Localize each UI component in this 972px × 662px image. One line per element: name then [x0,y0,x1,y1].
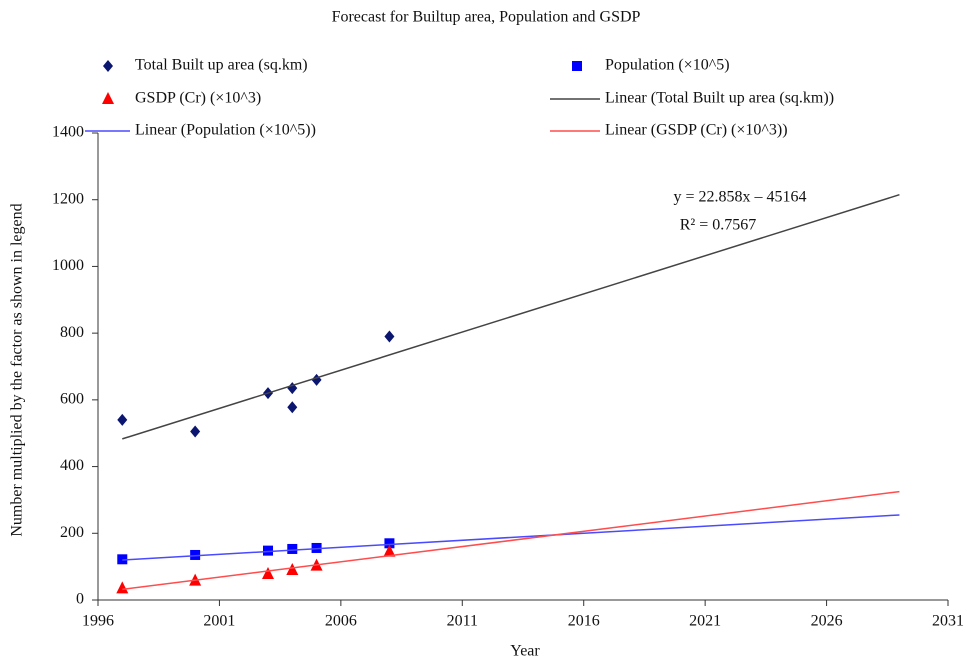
point [116,581,129,594]
point [263,545,273,556]
x-tick-label: 2026 [811,613,843,630]
y-tick-label: 600 [60,391,84,408]
point [287,543,298,554]
point [384,538,395,549]
x-tick-label: 2031 [932,613,964,630]
trend-line [122,193,900,440]
legend-swatch [103,60,113,72]
y-tick-label: 400 [60,457,84,474]
legend-label: Total Built up area (sq.km) [135,57,308,74]
x-tick-label: 2016 [568,613,600,630]
chart-title: Forecast for Builtup area, Population an… [332,9,641,26]
point [287,401,298,414]
annotation: R² = 0.7567 [680,217,757,234]
legend-label: GSDP (Cr) (×10^3) [135,90,261,107]
point [190,425,201,438]
legend-label: Population (×10^5) [605,57,730,74]
legend-swatch [102,92,114,104]
x-tick-label: 1996 [82,613,114,630]
point [262,566,274,579]
legend-label: Linear (Population (×10^5)) [135,122,316,139]
legend-swatch [572,61,582,71]
y-tick-label: 1200 [52,190,84,207]
trend-line [122,490,900,591]
y-axis-label: Number multiplied by the factor as shown… [9,203,26,536]
y-tick-label: 1400 [52,124,84,141]
x-tick-label: 2011 [447,613,478,630]
point [383,544,396,557]
point [286,562,299,575]
y-tick-label: 800 [60,324,84,341]
y-tick-label: 200 [60,524,84,541]
x-axis-label: Year [510,643,540,660]
legend-label: Linear (GSDP (Cr) (×10^3)) [605,122,788,139]
point [190,549,201,560]
point [384,330,395,343]
y-tick-label: 1000 [52,257,84,274]
x-tick-label: 2001 [203,613,235,630]
legend-label: Linear (Total Built up area (sq.km)) [605,90,834,107]
x-tick-label: 2021 [689,613,721,630]
annotation: y = 22.858x – 45164 [673,189,806,206]
trend-line [122,514,900,561]
x-tick-label: 2006 [325,613,357,630]
point [117,413,128,426]
y-tick-label: 0 [76,591,84,608]
point [311,373,322,386]
